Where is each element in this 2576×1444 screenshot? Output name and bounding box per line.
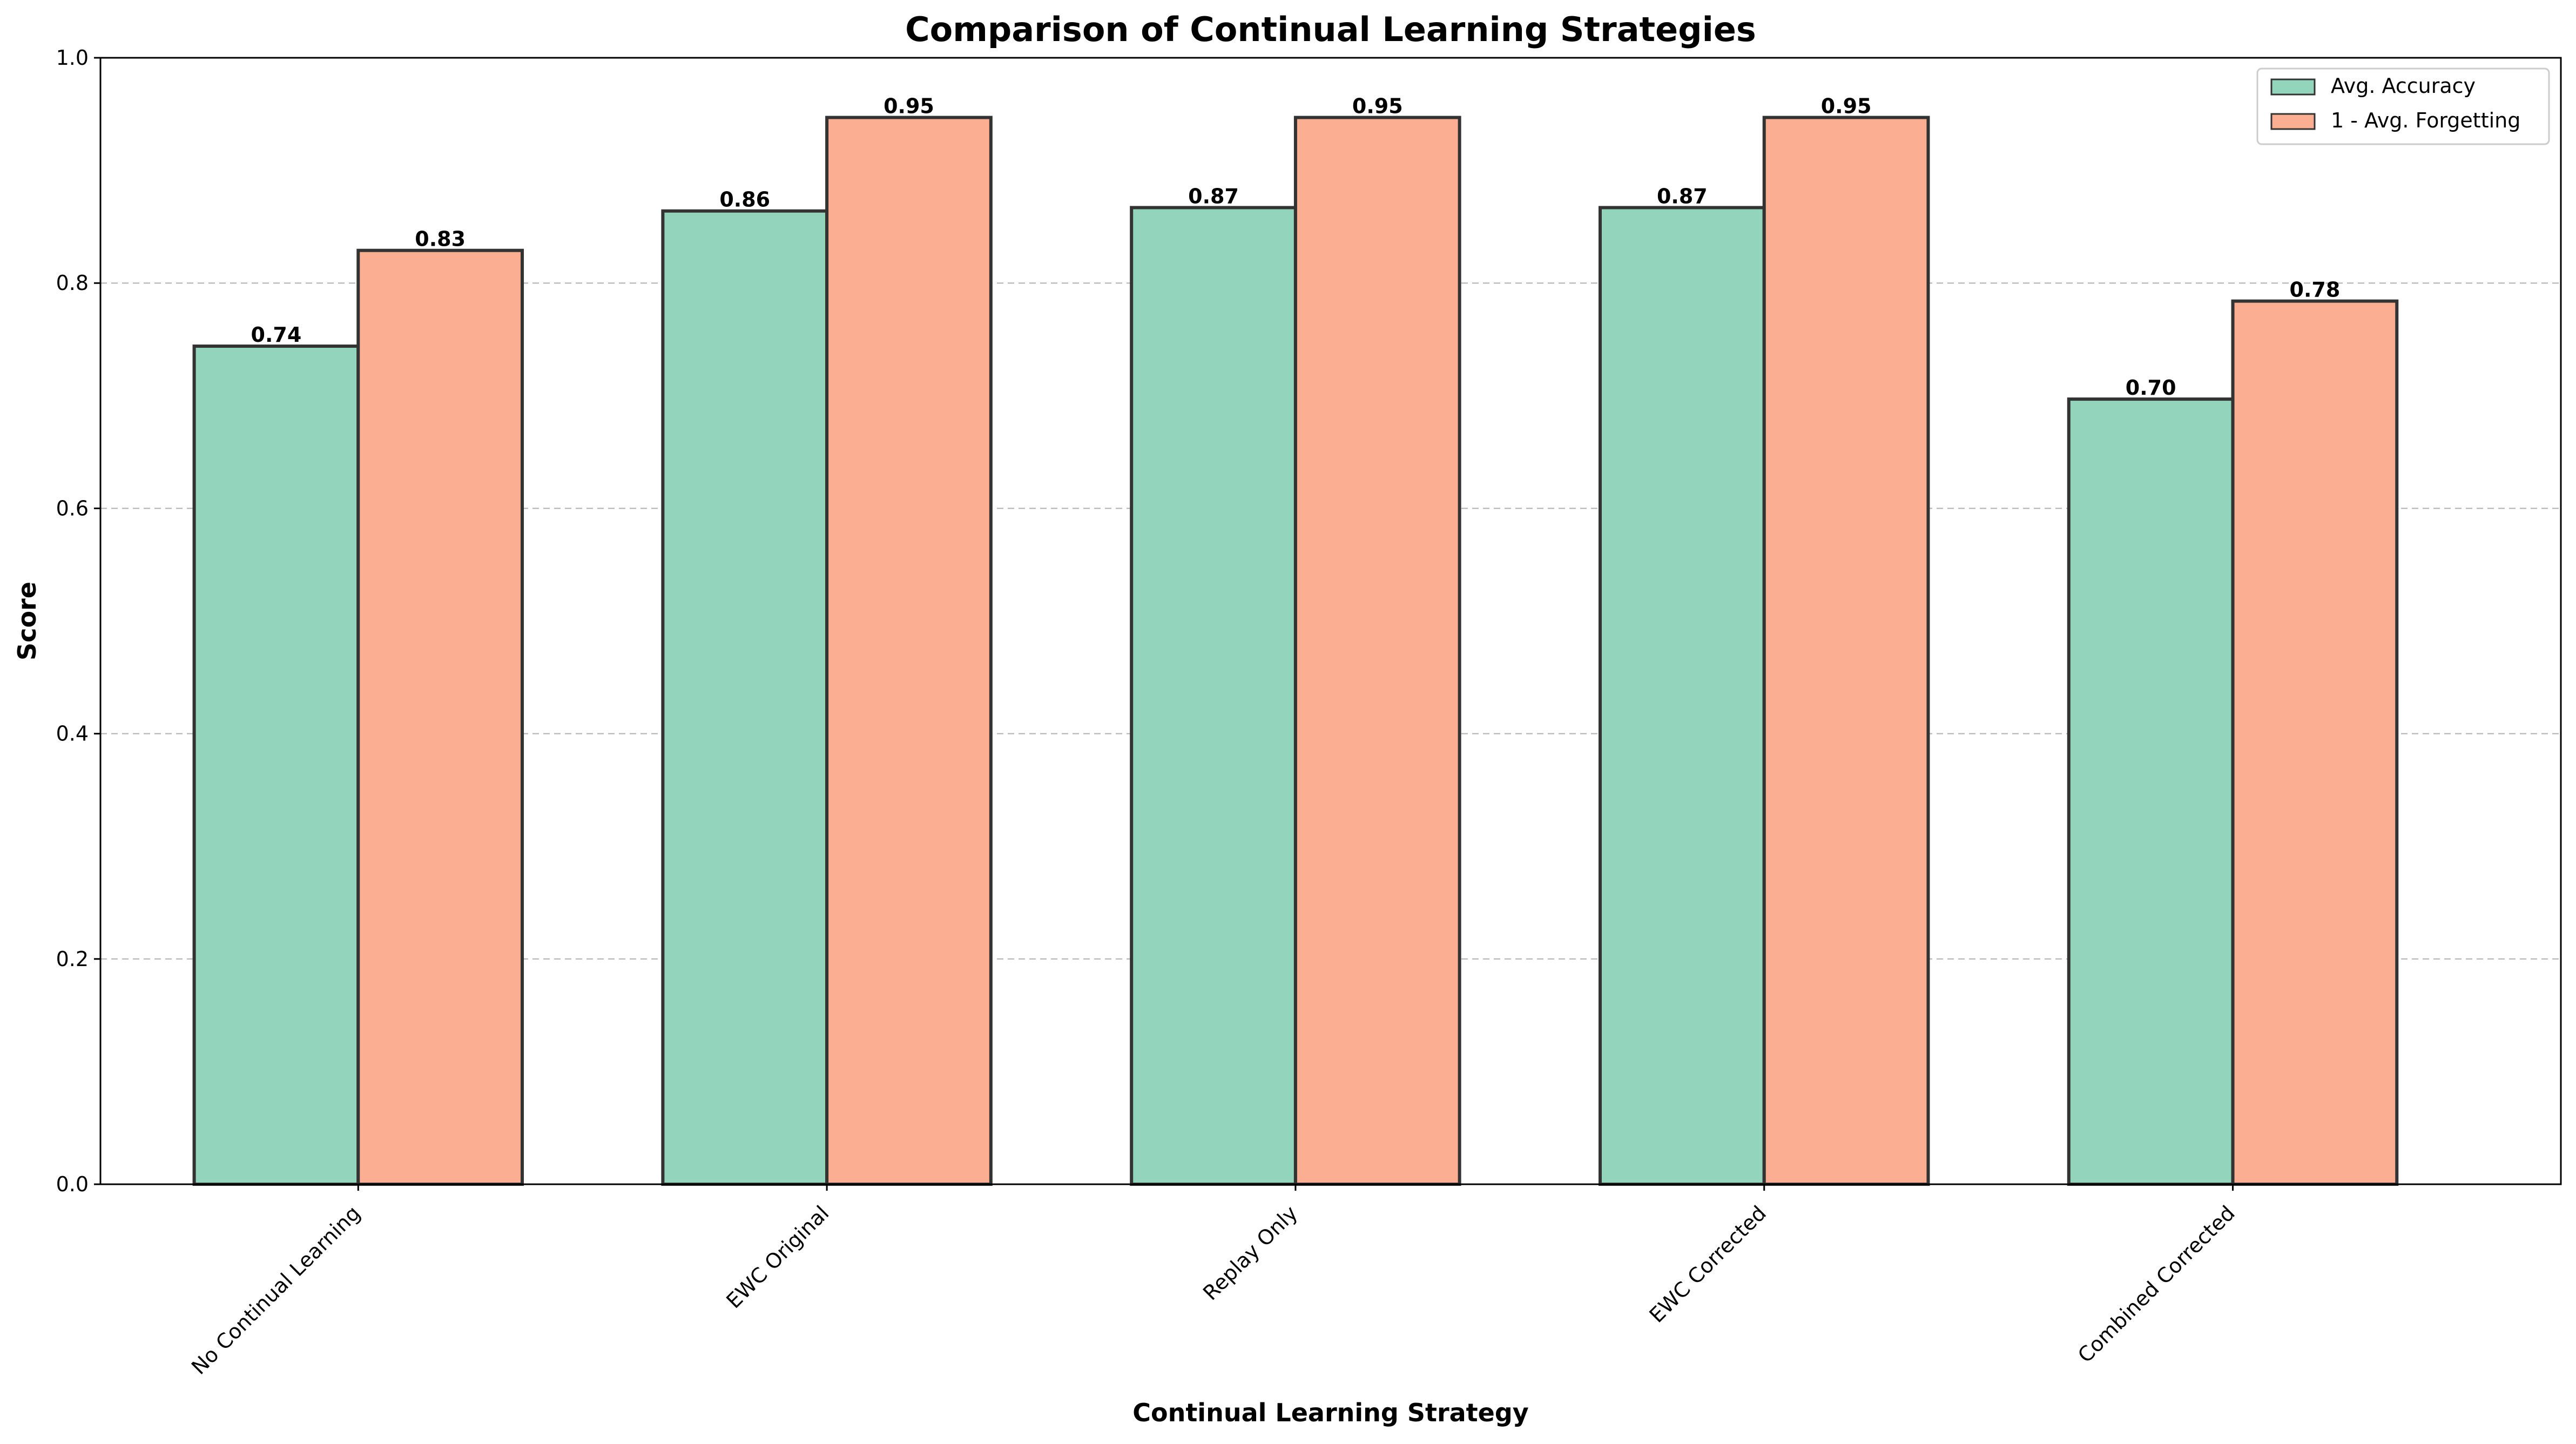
bar-value-label: 0.70 (2126, 376, 2176, 400)
plot-area-frame (99, 57, 2562, 1185)
legend-swatch-1-minus-avg-forgetting (2270, 113, 2316, 130)
legend: Avg. Accuracy 1 - Avg. Forgetting (2256, 68, 2550, 145)
bar-forgetting-3 (1762, 116, 1930, 1186)
bar-avg-accuracy-4 (2067, 397, 2235, 1186)
bars (192, 116, 2399, 1186)
bar-value-label: 0.86 (719, 188, 770, 212)
y-tick-label: 0.8 (56, 271, 89, 295)
bar-forgetting-2 (1293, 116, 1461, 1186)
x-axis-label: Continual Learning Strategy (1132, 1398, 1529, 1427)
bar-value-label: 0.83 (415, 227, 466, 251)
bar-value-label: 0.87 (1188, 184, 1239, 208)
bar-value-label: 0.95 (1821, 95, 1872, 118)
y-tick-label: 0.2 (56, 947, 89, 971)
legend-label-avg-accuracy: Avg. Accuracy (2331, 74, 2476, 98)
bar-forgetting-4 (2231, 299, 2399, 1186)
bar-value-label: 0.95 (884, 95, 934, 118)
bar-forgetting-0 (356, 248, 524, 1186)
bar-forgetting-1 (825, 116, 993, 1186)
data-labels: 0.74 0.83 0.86 0.95 0.87 0.95 0.87 0.95 0.70 0.78 (251, 95, 2341, 400)
bar-avg-accuracy-0 (192, 345, 360, 1186)
bar-value-label: 0.95 (1352, 95, 1403, 118)
bar-value-label: 0.74 (251, 323, 302, 347)
legend-swatch-avg-accuracy (2270, 78, 2316, 96)
y-axis-label: Score (12, 582, 42, 660)
y-axis-ticks: 0.0 0.2 0.4 0.6 0.8 1.0 (56, 46, 100, 1196)
bar-avg-accuracy-2 (1130, 206, 1297, 1186)
y-tick-label: 0.0 (56, 1172, 89, 1196)
bar-avg-accuracy-3 (1598, 206, 1766, 1186)
y-tick-label: 0.6 (56, 496, 89, 520)
legend-box (2256, 68, 2550, 145)
bar-avg-accuracy-1 (661, 209, 829, 1186)
bar-value-label: 0.87 (1657, 184, 1708, 208)
bar-value-label: 0.78 (2290, 278, 2341, 302)
legend-label-1-minus-avg-forgetting: 1 - Avg. Forgetting (2331, 109, 2520, 132)
y-tick-label: 1.0 (56, 46, 89, 70)
chart-title: Comparison of Continual Learning Strateg… (905, 10, 1756, 49)
y-tick-label: 0.4 (56, 722, 89, 746)
